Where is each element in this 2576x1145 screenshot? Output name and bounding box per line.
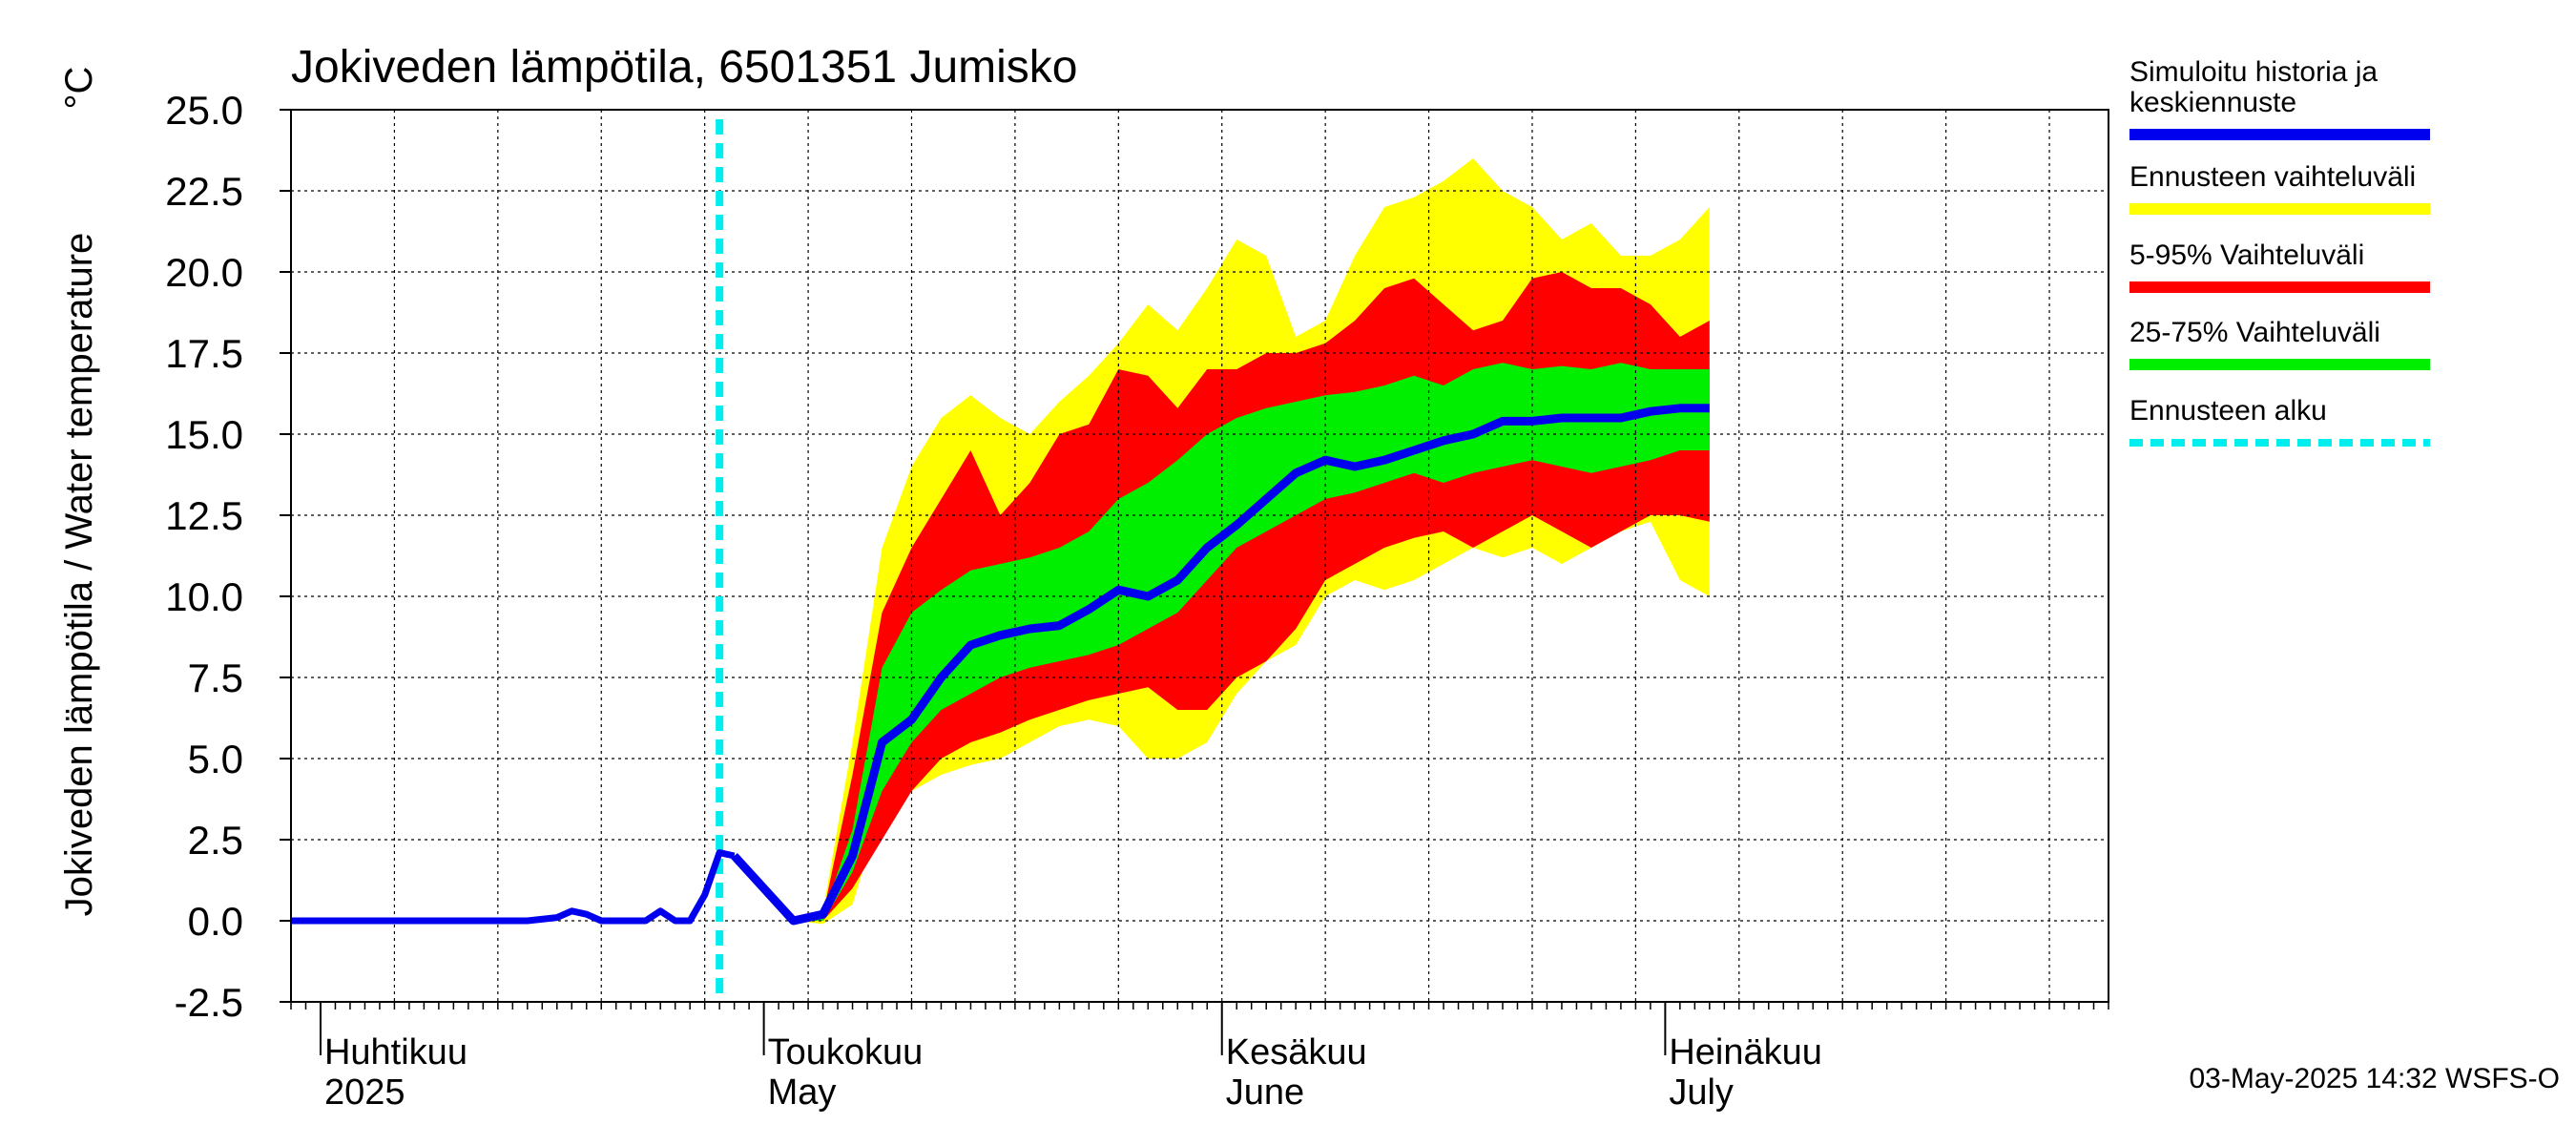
y-tick-label: 17.5 xyxy=(165,331,243,376)
history-line xyxy=(291,849,736,925)
footer-timestamp: 03-May-2025 14:32 WSFS-O xyxy=(2190,1063,2561,1094)
y-axis-unit: °C xyxy=(58,67,100,110)
chart-title: Jokiveden lämpötila, 6501351 Jumisko xyxy=(291,42,1077,93)
legend-label: Simuloitu historia ja xyxy=(2129,56,2378,88)
month-label: Kesäkuu xyxy=(1226,1032,1367,1072)
y-tick-label: 15.0 xyxy=(165,412,243,457)
month-label: Toukokuu xyxy=(768,1032,924,1072)
y-tick-label: 7.5 xyxy=(188,656,243,700)
y-tick-label: 2.5 xyxy=(188,818,243,863)
month-label: Huhtikuu xyxy=(324,1032,467,1072)
legend-label: 25-75% Vaihteluväli xyxy=(2129,317,2380,348)
grid-lines xyxy=(291,110,2109,1002)
legend-label: 5-95% Vaihteluväli xyxy=(2129,239,2364,271)
month-sublabel: July xyxy=(1669,1072,1734,1113)
plot-frame xyxy=(290,109,2109,1003)
y-tick-label: 25.0 xyxy=(165,88,243,133)
forecast-mean-line xyxy=(731,404,1710,926)
y-tick-label: 5.0 xyxy=(188,737,243,781)
y-tick-label: 0.0 xyxy=(188,899,243,944)
month-sublabel: 2025 xyxy=(324,1072,405,1113)
legend-label: Ennusteen vaihteluväli xyxy=(2129,161,2416,193)
legend-label: keskiennuste xyxy=(2129,87,2296,118)
y-axis: 25.0 22.5 20.0 17.5 15.0 12.5 10.0 7.5 5.0 2.5 0.0… xyxy=(165,88,291,1025)
month-label: Heinäkuu xyxy=(1669,1032,1822,1072)
y-tick-label: 20.0 xyxy=(165,250,243,295)
series-lines xyxy=(291,404,1710,926)
y-tick-label: 12.5 xyxy=(165,493,243,538)
y-tick-label: -2.5 xyxy=(175,980,243,1025)
month-sublabel: June xyxy=(1226,1072,1304,1113)
y-tick-label: 22.5 xyxy=(165,169,243,214)
y-tick-label: 10.0 xyxy=(165,574,243,619)
month-sublabel: May xyxy=(768,1072,837,1113)
legend-label: Ennusteen alku xyxy=(2129,395,2327,427)
y-axis-label: Jokiveden lämpötila / Water temperature xyxy=(58,233,100,917)
